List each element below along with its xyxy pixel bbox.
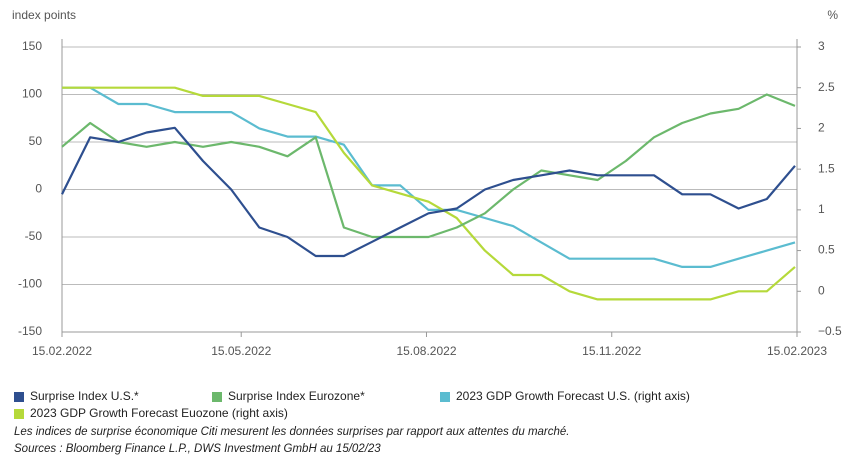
series-line <box>62 86 796 268</box>
y2-tick-label: 0 <box>818 283 825 297</box>
y-tick-label: -100 <box>18 277 42 291</box>
note: Les indices de surprise économique Citi … <box>14 426 570 438</box>
series-line <box>61 93 796 239</box>
series-line <box>61 126 796 258</box>
x-tick-label: 15.02.2023 <box>767 344 827 358</box>
y-tick-label: 0 <box>35 182 42 196</box>
legend-swatch <box>212 392 222 402</box>
y2-tick-label: 2 <box>818 121 825 135</box>
legend-swatch <box>440 392 450 402</box>
note: Sources : Bloomberg Finance L.P., DWS In… <box>14 443 381 455</box>
y-tick-label: -150 <box>18 324 42 338</box>
y2-tick-label: 1 <box>818 202 825 216</box>
x-tick-label: 15.02.2022 <box>32 344 92 358</box>
legend-label: Surprise Index U.S.* <box>30 389 139 403</box>
legend-label: 2023 GDP Growth Forecast Euozone (right … <box>30 406 288 420</box>
series-line <box>62 86 796 301</box>
y2-tick-label: 3 <box>818 39 825 53</box>
legend-label: 2023 GDP Growth Forecast U.S. (right axi… <box>456 389 690 403</box>
y2-tick-label: 2.5 <box>818 80 835 94</box>
y2-tick-label: 1.5 <box>818 161 835 175</box>
y-tick-label: 50 <box>29 134 43 148</box>
x-tick-label: 15.08.2022 <box>396 344 456 358</box>
y-tick-label: 100 <box>22 87 42 101</box>
y-tick-label: -50 <box>25 229 43 243</box>
y2-axis-label: % <box>827 8 838 22</box>
legend-swatch <box>14 409 24 419</box>
legend-label: Surprise Index Eurozone* <box>228 389 365 403</box>
x-tick-label: 15.11.2022 <box>582 344 641 358</box>
legend-swatch <box>14 392 24 402</box>
y2-tick-label: 0.5 <box>818 243 835 257</box>
y-axis-label: index points <box>12 8 76 22</box>
y-tick-label: 150 <box>22 39 42 53</box>
y2-tick-label: −0.5 <box>818 324 842 338</box>
x-tick-label: 15.05.2022 <box>211 344 271 358</box>
